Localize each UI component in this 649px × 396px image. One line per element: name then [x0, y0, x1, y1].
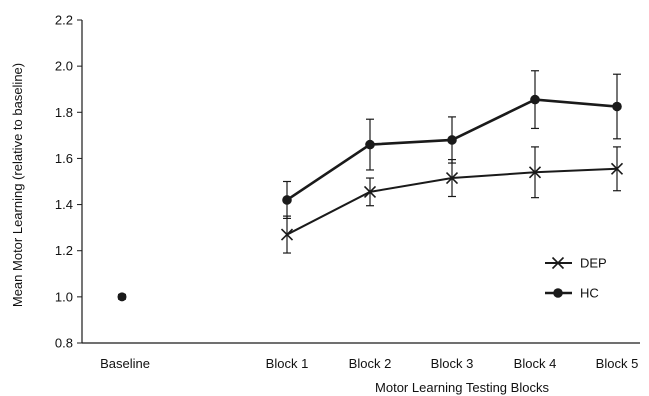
x-tick-label: Baseline [100, 356, 150, 371]
legend-marker-hc [553, 288, 563, 298]
legend-label-hc: HC [580, 286, 599, 301]
x-tick-label: Block 4 [514, 356, 557, 371]
data-point-hc [365, 139, 375, 150]
x-tick-label: Block 1 [266, 356, 309, 371]
legend-marker-dep [551, 256, 565, 270]
legend: DEP HC [545, 256, 607, 301]
axes [81, 20, 640, 344]
baseline-point [117, 292, 127, 302]
data-point-hc [447, 135, 457, 145]
x-tick-label: Block 5 [596, 356, 639, 371]
y-tick-label: 2.2 [55, 13, 73, 28]
x-tick-label: Block 2 [349, 356, 392, 371]
x-tick-label: Block 3 [431, 356, 474, 371]
data-point-dep-stroke-b [610, 162, 624, 175]
x-axis-title: Motor Learning Testing Blocks [375, 380, 549, 395]
legend-label-dep: DEP [580, 256, 607, 271]
data-point-hc [530, 94, 540, 105]
data-point-dep [363, 185, 377, 198]
data-point-dep [280, 228, 294, 241]
y-axis-title: Mean Motor Learning (relative to baselin… [10, 63, 25, 307]
marks [117, 70, 624, 302]
legend-marker-dep-stroke-b [551, 256, 565, 270]
x-ticks: Baseline Block 1 Block 2 Block 3 Block 4 Bloc… [100, 356, 638, 371]
y-tick-label: 1.8 [55, 105, 73, 120]
y-tick-label: 1.0 [55, 289, 73, 304]
data-point-hc [612, 101, 622, 112]
data-point-dep-stroke-b [280, 228, 294, 241]
y-tick-label: 1.4 [55, 197, 73, 212]
y-ticks: 0.8 1.0 1.2 1.4 1.6 1.8 2.0 2.2 [55, 13, 82, 351]
data-point-dep [610, 162, 624, 175]
y-tick-label: 1.6 [55, 151, 73, 166]
data-point-dep [445, 171, 459, 185]
y-tick-label: 0.8 [55, 336, 73, 351]
data-point-dep-stroke-b [363, 185, 377, 198]
data-point-dep-stroke-b [528, 166, 542, 179]
data-point-hc [282, 195, 292, 205]
data-point-dep-stroke-b [445, 171, 459, 185]
y-tick-label: 2.0 [55, 59, 73, 74]
y-tick-label: 1.2 [55, 243, 73, 258]
data-point-dep [528, 166, 542, 179]
